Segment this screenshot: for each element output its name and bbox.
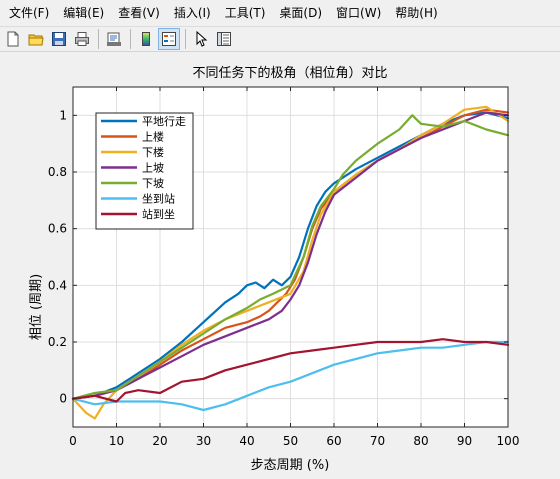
y-tick-label: 0.4 bbox=[48, 278, 67, 292]
x-tick-label: 60 bbox=[326, 434, 341, 448]
x-tick-label: 30 bbox=[196, 434, 211, 448]
legend-label-6: 坐到站 bbox=[142, 192, 175, 206]
x-tick-label: 20 bbox=[152, 434, 167, 448]
toolbar-separator bbox=[130, 29, 131, 49]
series-line-6 bbox=[71, 340, 510, 412]
figure-area: 0 10 20 30 40 50 60 70 80 90 100 0 0.2 0.4 0.6 0.8 1 不同任… bbox=[0, 53, 560, 475]
menu-tools[interactable]: 工具(T) bbox=[224, 6, 266, 20]
menu-edit[interactable]: 编辑(E) bbox=[63, 6, 105, 20]
open-folder-icon[interactable] bbox=[25, 28, 47, 50]
menu-view[interactable]: 查看(V) bbox=[118, 6, 160, 20]
phase-angle-chart: 0 10 20 30 40 50 60 70 80 90 100 0 0.2 0.4 0.6 0.8 1 不同任… bbox=[29, 65, 520, 473]
new-file-icon[interactable] bbox=[2, 28, 24, 50]
menu-desktop[interactable]: 桌面(D) bbox=[279, 6, 323, 20]
x-tick-label: 80 bbox=[413, 434, 428, 448]
menu-help[interactable]: 帮助(H) bbox=[395, 6, 438, 20]
legend-label-5: 下坡 bbox=[142, 177, 164, 190]
series-line-1 bbox=[71, 111, 510, 400]
property-inspector-icon[interactable] bbox=[213, 28, 235, 50]
legend-box bbox=[95, 112, 194, 230]
axis-ticks: 0 10 20 30 40 50 60 70 80 90 100 0 0.2 0.4 0.6 0.8 1 bbox=[48, 87, 520, 448]
legend-label-1: 平地行走 bbox=[142, 115, 186, 128]
figure-toolbar bbox=[0, 26, 560, 52]
x-axis-label: 步态周期 (%) bbox=[251, 458, 330, 473]
x-tick-label: 70 bbox=[370, 434, 385, 448]
y-axis-label: 相位 (周期) bbox=[29, 274, 44, 340]
save-icon[interactable] bbox=[48, 28, 70, 50]
legend-icon[interactable] bbox=[158, 28, 180, 50]
menu-window[interactable]: 窗口(W) bbox=[336, 6, 382, 20]
colorbar-icon[interactable] bbox=[135, 28, 157, 50]
legend-label-7: 站到坐 bbox=[142, 207, 175, 221]
menu-insert[interactable]: 插入(I) bbox=[173, 6, 211, 20]
y-tick-label: 1 bbox=[59, 108, 67, 122]
menu-file[interactable]: 文件(F) bbox=[9, 6, 50, 20]
chart-title: 不同任务下的极角（相位角）对比 bbox=[192, 65, 387, 81]
x-tick-label: 100 bbox=[497, 434, 520, 448]
menu-bar: 文件(F) 编辑(E) 查看(V) 插入(I) 工具(T) 桌面(D) 窗口(W… bbox=[0, 0, 560, 26]
x-tick-label: 10 bbox=[109, 434, 124, 448]
toolbar-separator bbox=[98, 29, 99, 49]
legend-label-3: 下楼 bbox=[142, 145, 164, 159]
print-preview-icon[interactable] bbox=[103, 28, 125, 50]
legend-label-4: 上坡 bbox=[142, 162, 164, 175]
print-icon[interactable] bbox=[71, 28, 93, 50]
x-tick-label: 50 bbox=[283, 434, 298, 448]
x-tick-label: 40 bbox=[239, 434, 254, 448]
series-layer bbox=[71, 105, 510, 420]
y-tick-label: 0 bbox=[59, 392, 67, 406]
legend-label-2: 上楼 bbox=[142, 130, 164, 144]
pointer-icon[interactable] bbox=[190, 28, 212, 50]
series-line-7 bbox=[71, 338, 510, 403]
toolbar-separator bbox=[185, 29, 186, 49]
y-tick-label: 0.6 bbox=[48, 222, 67, 236]
x-tick-label: 90 bbox=[457, 434, 472, 448]
x-tick-label: 0 bbox=[69, 434, 77, 448]
series-line-4 bbox=[71, 111, 510, 400]
y-tick-label: 0.2 bbox=[48, 335, 67, 349]
y-tick-label: 0.8 bbox=[48, 165, 67, 179]
series-line-5 bbox=[71, 114, 510, 400]
